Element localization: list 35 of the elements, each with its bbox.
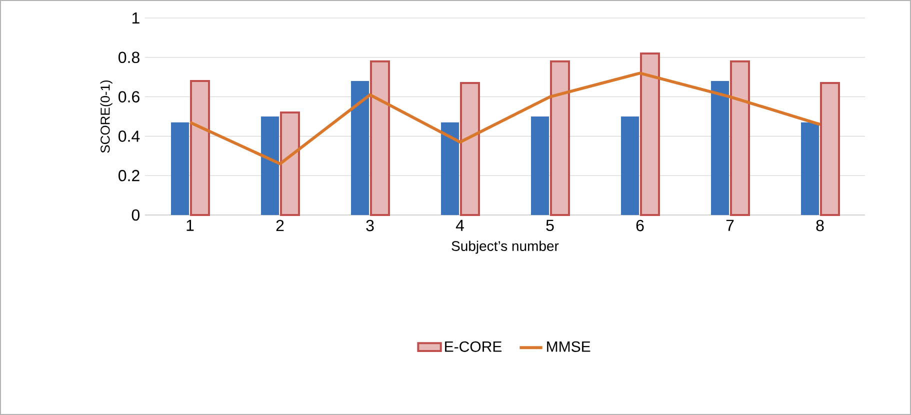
y-tick-label: 0.2: [118, 170, 140, 182]
bar: [460, 82, 480, 216]
legend-label: MMSE: [547, 341, 590, 352]
bar: [171, 122, 190, 215]
x-tick-label: 7: [726, 220, 734, 231]
y-tick-label: 0.4: [118, 130, 140, 142]
bar: [820, 82, 840, 216]
bar: [351, 81, 370, 215]
bar: [531, 116, 550, 215]
bar: [801, 122, 820, 215]
bar: [280, 112, 300, 216]
y-tick-label: 1: [132, 12, 140, 24]
legend-label: E-CORE: [445, 341, 502, 352]
bar: [730, 60, 750, 216]
x-tick-label: 4: [456, 220, 464, 231]
y-tick-label: 0: [132, 209, 140, 221]
line-series: [188, 72, 822, 166]
bar: [640, 52, 660, 216]
x-tick-label: 5: [546, 220, 554, 232]
y-axis-title: SCORE(0-1): [100, 80, 112, 153]
bar: [261, 116, 280, 215]
bar: [550, 60, 570, 216]
bar: [190, 80, 210, 216]
x-tick-label: 1: [186, 220, 194, 231]
x-tick-label: 3: [366, 220, 374, 232]
x-tick-label: 2: [276, 220, 284, 232]
x-tick-label: 8: [816, 220, 824, 232]
x-axis-title: Subject’s number: [452, 240, 559, 254]
bar: [370, 60, 390, 216]
bar: [621, 116, 640, 215]
bar: [711, 81, 730, 215]
y-tick-label: 0.6: [118, 91, 140, 102]
bar: [441, 122, 460, 215]
y-tick-label: 0.8: [118, 52, 140, 64]
x-tick-label: 6: [636, 220, 644, 232]
